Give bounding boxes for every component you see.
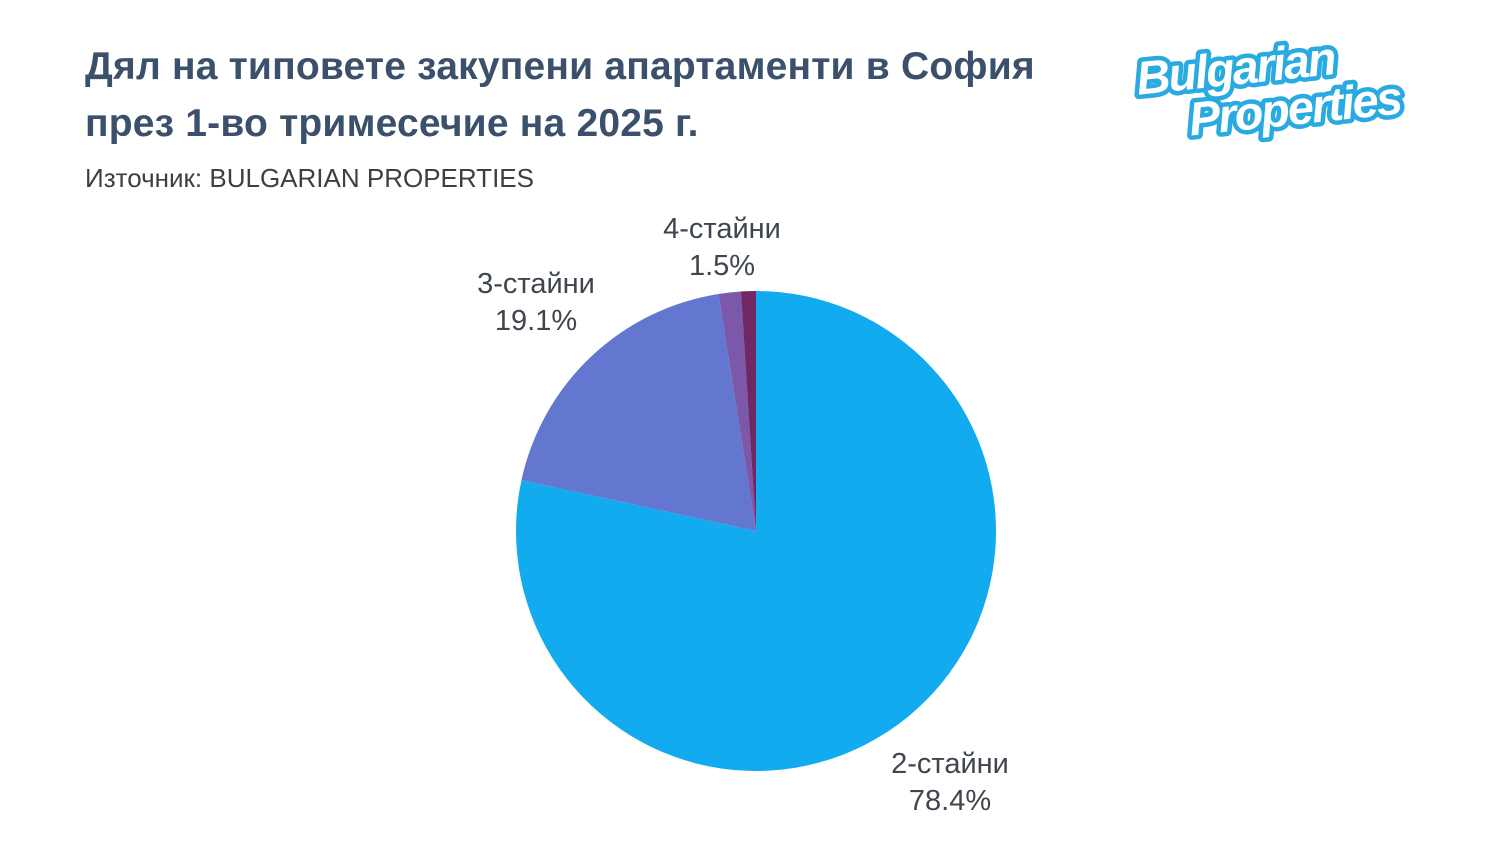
page-title-line-2: през 1-во тримесечие на 2025 г. [85, 102, 699, 145]
slice-label-3-rooms: 3-стайни 19.1% [477, 266, 595, 340]
slice-label-2-rooms: 2-стайни 78.4% [891, 746, 1009, 820]
source-label: Източник: BULGARIAN PROPERTIES [85, 163, 534, 193]
brand-logo-graphic: Bulgarian Properties [1129, 27, 1408, 150]
slice-label-value: 78.4% [908, 785, 992, 817]
pie-slice-3-rooms [521, 293, 756, 531]
slice-label-name: 3-стайни [477, 268, 595, 300]
pie-slice-4-rooms [718, 291, 756, 531]
slice-label-name: 4-стайни [663, 213, 781, 245]
slice-label-4-rooms: 4-стайни 1.5% [663, 211, 781, 285]
slice-label-value: 1.5% [688, 250, 756, 282]
brand-logo: Bulgarian Properties [1124, 24, 1434, 150]
page-title: Дял на типовете закупени апартаменти в С… [85, 38, 1035, 152]
slice-label-name: 2-стайни [891, 748, 1009, 780]
pie-slice-other [740, 291, 756, 531]
pie-slice-2-rooms [516, 291, 997, 771]
page-title-line-1: Дял на типовете закупени апартаменти в С… [85, 45, 1035, 88]
slice-label-value: 19.1% [494, 305, 578, 337]
